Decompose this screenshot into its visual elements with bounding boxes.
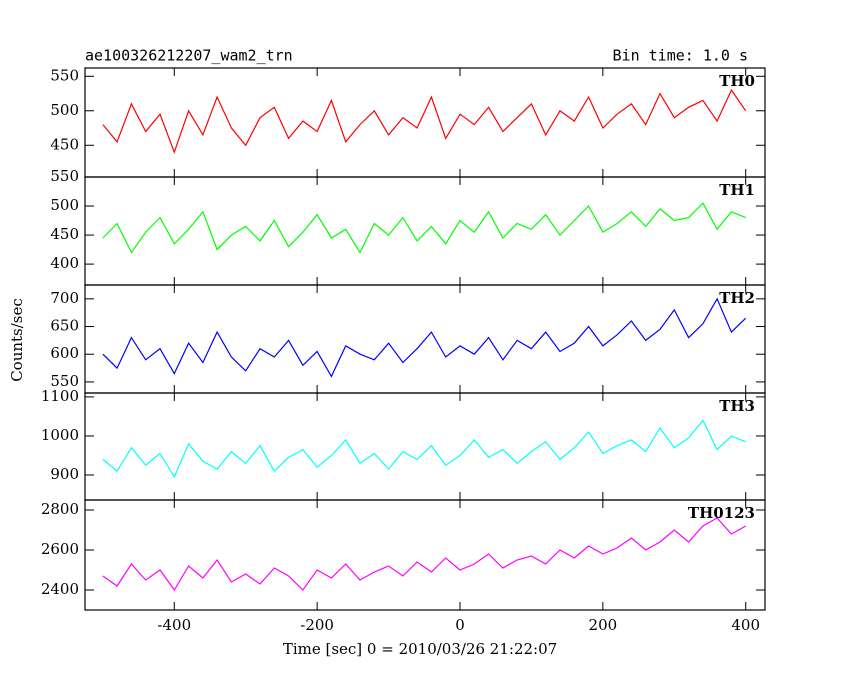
panel-label: TH0123: [688, 504, 755, 522]
panel-label: TH2: [719, 289, 755, 307]
y-tick-label: 550: [50, 372, 79, 390]
chart-title: ae100326212207_wam2_trn: [85, 47, 293, 65]
x-tick-label: 200: [589, 616, 618, 634]
y-tick-label: 550: [50, 167, 79, 185]
y-tick-label: 500: [50, 101, 79, 119]
y-tick-label: 650: [50, 317, 79, 335]
x-tick-label: -400: [157, 616, 191, 634]
y-tick-label: 450: [50, 225, 79, 243]
y-axis-label: Counts/sec: [8, 298, 26, 382]
y-tick-label: 400: [50, 254, 79, 272]
light-curve: [102, 297, 747, 378]
panel-frame: [84, 67, 766, 178]
y-tick-label: 600: [50, 344, 79, 362]
light-curve: [102, 419, 746, 479]
y-tick-label: 700: [50, 289, 79, 307]
y-tick-label: 900: [50, 465, 79, 483]
y-tick-label: 550: [50, 66, 79, 84]
panel-label: TH0: [719, 72, 755, 90]
light-curve: [102, 88, 747, 154]
light-curve: [102, 202, 746, 254]
y-tick-label: 500: [50, 196, 79, 214]
y-tick-label: 450: [50, 135, 79, 153]
y-tick-label: 1000: [41, 426, 79, 444]
x-axis-label: Time [sec] 0 = 2010/03/26 21:22:07: [283, 640, 557, 658]
panel-frame: [84, 499, 766, 611]
x-tick-label: 0: [455, 616, 465, 634]
x-tick-label: 400: [731, 616, 760, 634]
y-tick-label: 2400: [41, 580, 79, 598]
panel-label: TH1: [719, 181, 755, 199]
y-tick-label: 2600: [41, 540, 79, 558]
x-tick-label: -200: [300, 616, 334, 634]
panel-label: TH3: [719, 397, 755, 415]
light-curve: [102, 517, 746, 592]
y-tick-label: 1100: [41, 387, 79, 405]
bin-time: Bin time: 1.0 s: [613, 47, 748, 65]
y-tick-label: 2800: [41, 500, 79, 518]
